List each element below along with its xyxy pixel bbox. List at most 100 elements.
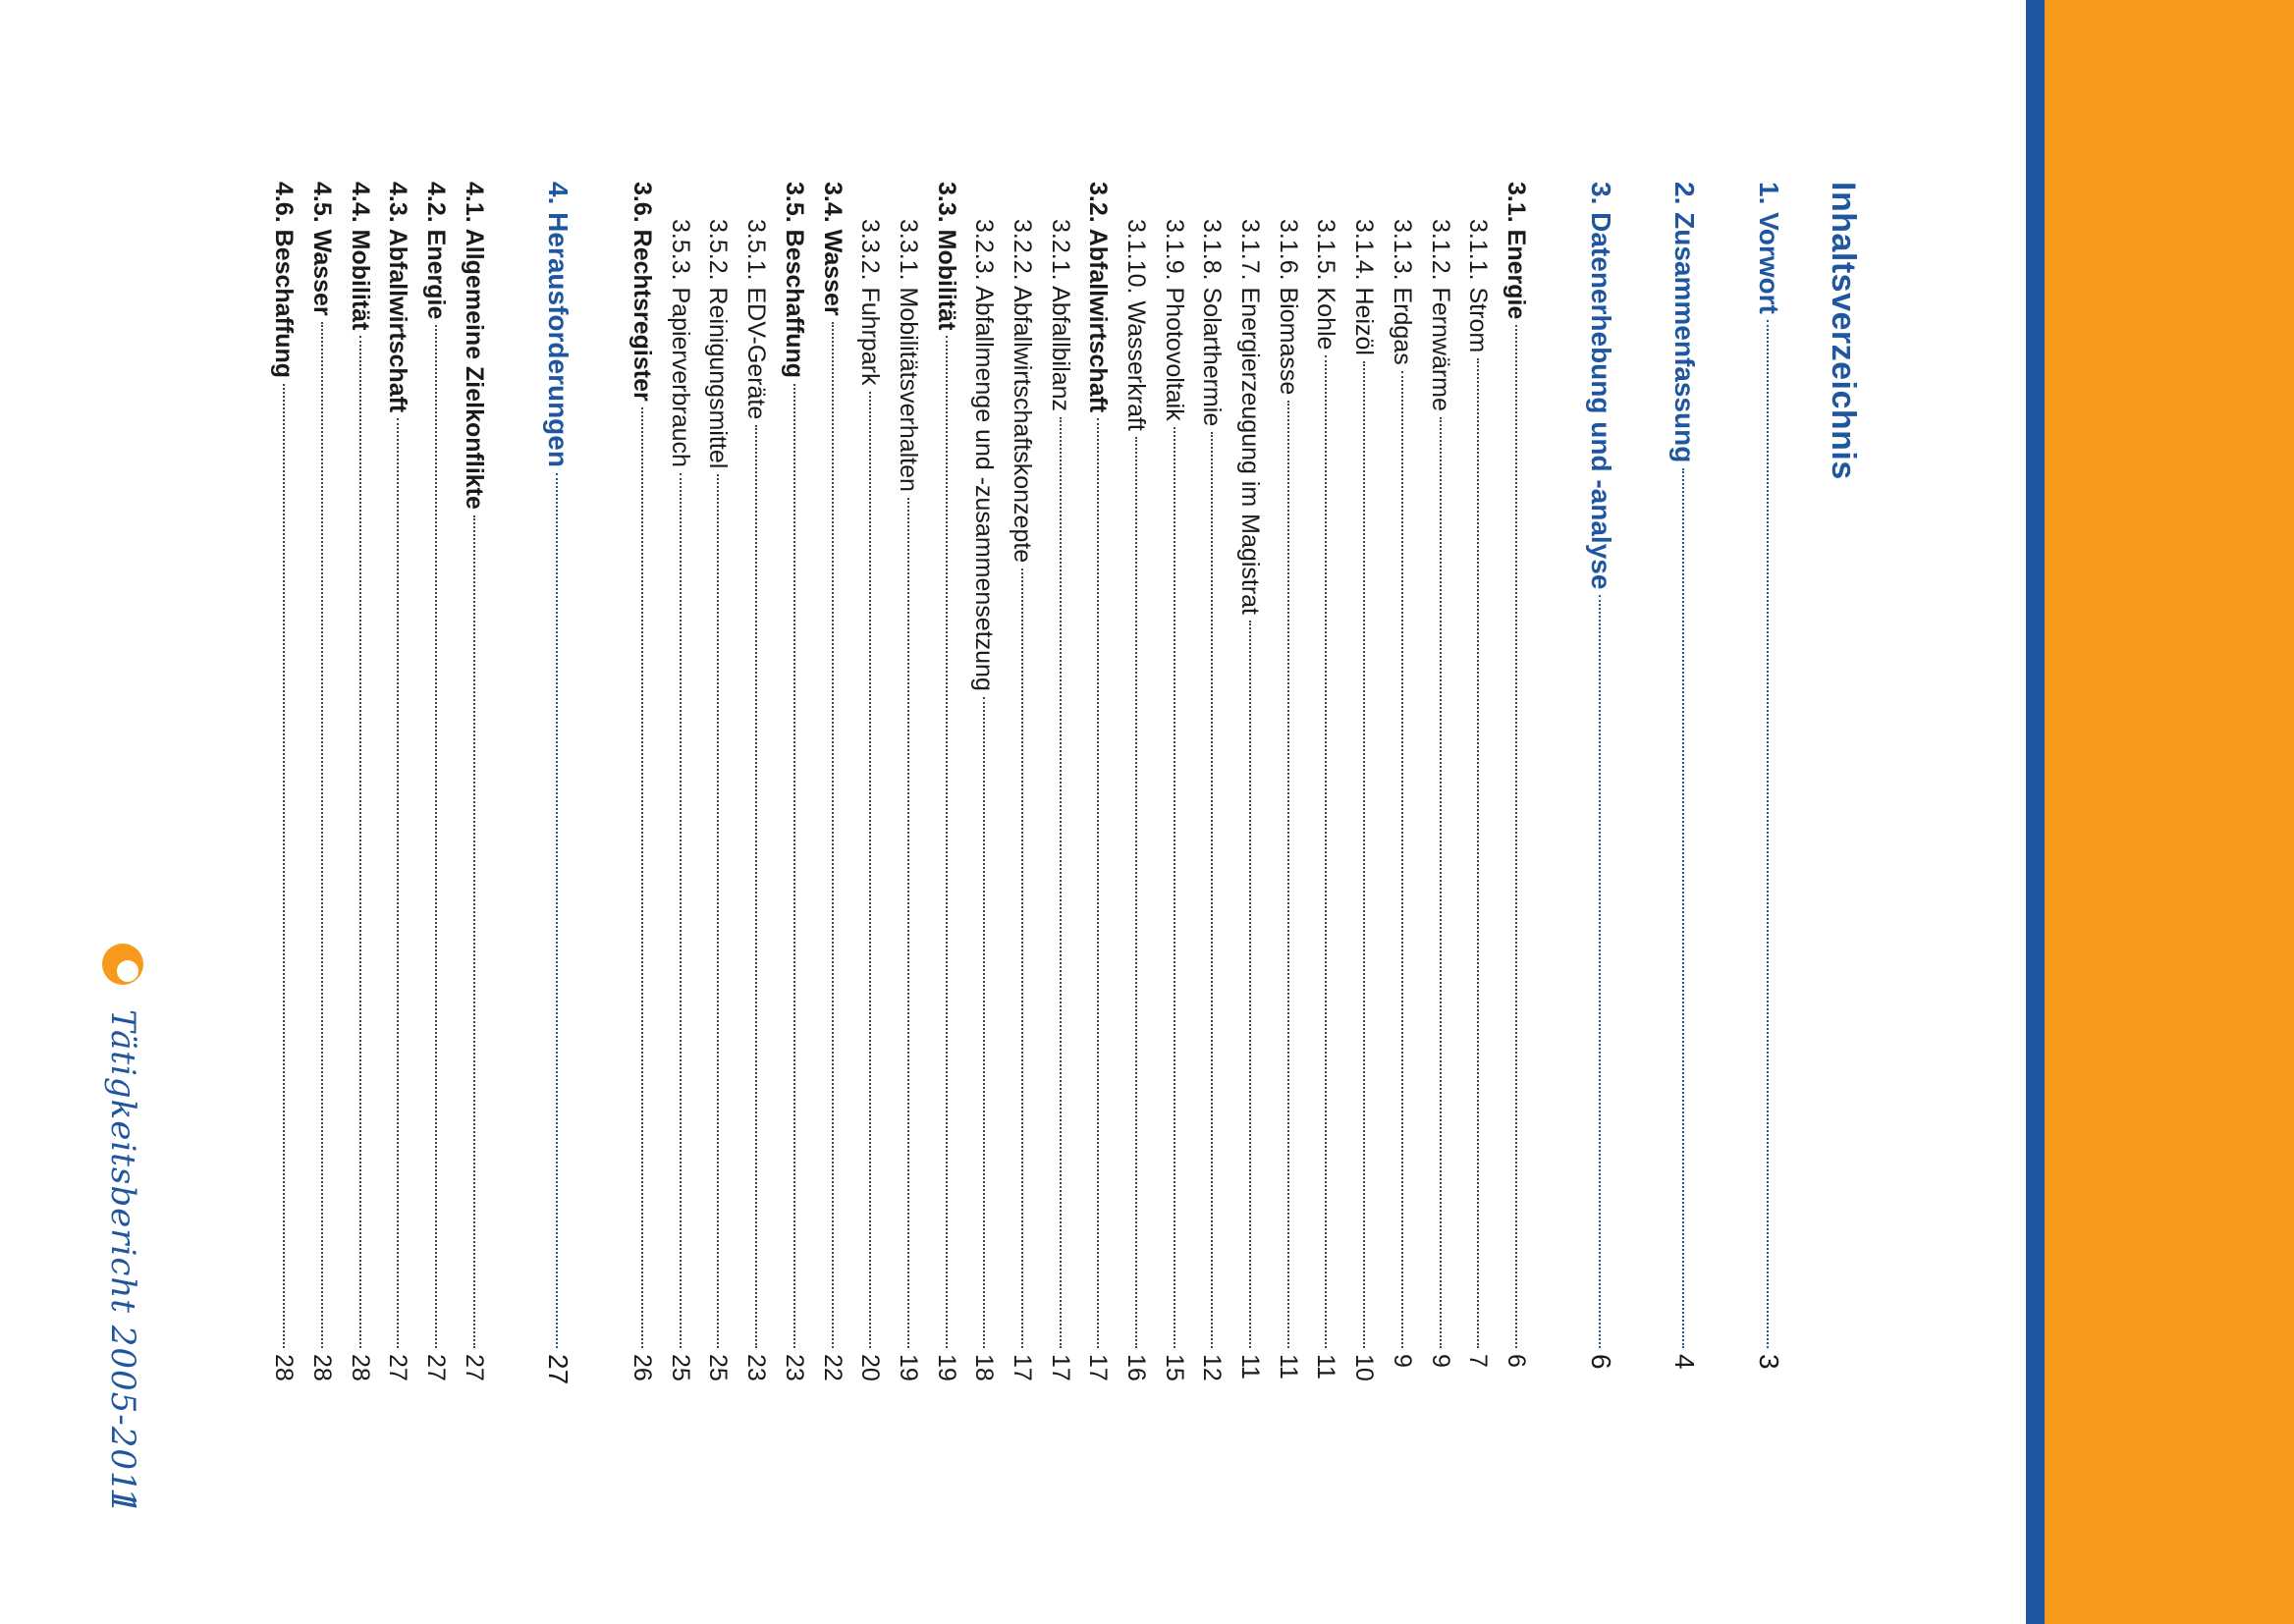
leader-dots [1286, 401, 1289, 1348]
leader-dots [435, 325, 438, 1348]
toc-entry-wasserkraft[interactable]: 3.1.10. Wasserkraft 16 [1117, 182, 1155, 1389]
toc-entry-label: 3.5.2. Reinigungsmittel [704, 219, 733, 469]
leader-dots [831, 321, 834, 1348]
toc-entry-label: 3.5. Beschaffung [780, 182, 808, 379]
toc-entry-label: 3.2.3. Abfallmenge und -zusammensetzung [970, 219, 999, 691]
toc-entry-biomasse[interactable]: 3.1.6. Biomasse 11 [1269, 182, 1307, 1389]
toc-entry-page: 19 [932, 1354, 960, 1381]
leader-dots [1211, 432, 1214, 1348]
toc-entry-page: 10 [1350, 1354, 1379, 1381]
toc-entry-wasser-herausforderung[interactable]: 4.5. Wasser 28 [302, 182, 341, 1389]
leader-dots [283, 384, 286, 1348]
toc-entry-page: 6 [1502, 1354, 1530, 1368]
toc-entry-page: 23 [742, 1354, 771, 1381]
toc-entry-wasser[interactable]: 3.4. Wasser 22 [813, 182, 851, 1389]
toc-entry-energie-herausforderung[interactable]: 4.2. Energie 27 [416, 182, 455, 1389]
toc-title: Inhaltsverzeichnis [1825, 182, 1862, 480]
toc-entry-reinigungsmittel[interactable]: 3.5.2. Reinigungsmittel 25 [699, 182, 737, 1389]
leader-dots [1363, 360, 1366, 1348]
toc-entry-page: 11 [1236, 1354, 1265, 1380]
leader-dots [1682, 468, 1685, 1348]
toc-entry-strom[interactable]: 3.1.1. Strom 7 [1459, 182, 1498, 1389]
toc-entry-fuhrpark[interactable]: 3.3.2. Fuhrpark 20 [851, 182, 890, 1389]
toc-entry-mobilitaetsverhalten[interactable]: 3.3.1. Mobilitätsverhalten 19 [889, 182, 927, 1389]
toc-entry-abfallwirtschaft[interactable]: 3.2. Abfallwirtschaft 17 [1079, 182, 1118, 1389]
toc-entry-page: 22 [818, 1354, 847, 1381]
sun-moon-logo-icon [102, 944, 143, 985]
toc-entry-page: 9 [1426, 1354, 1454, 1368]
toc-entry-abfallbilanz[interactable]: 3.2.1. Abfallbilanz 17 [1041, 182, 1079, 1389]
table-of-contents: Inhaltsverzeichnis 1. Vorwort 3 2. Zusam… [265, 182, 1871, 1389]
toc-entry-label: 3.1.7. Energierzeugung im Magistrat [1236, 219, 1265, 615]
toc-entry-page: 9 [1388, 1354, 1416, 1368]
toc-entry-kohle[interactable]: 3.1.5. Kohle 11 [1307, 182, 1345, 1389]
toc-entry-zielkonflikte[interactable]: 4.1. Allgemeine Zielkonflikte 27 [455, 182, 493, 1389]
toc-entry-page: 3 [1754, 1354, 1784, 1370]
leader-dots [1400, 370, 1403, 1348]
report-title: Tätigkeitsbericht 2005-2011 [103, 1009, 142, 1516]
toc-entry-page: 23 [780, 1354, 808, 1381]
toc-entry-photovoltaik[interactable]: 3.1.9. Photovoltaik 15 [1155, 182, 1193, 1389]
leader-dots [1021, 568, 1023, 1348]
toc-entry-label: 3.1.6. Biomasse [1274, 219, 1302, 396]
toc-entry-erdgas[interactable]: 3.1.3. Erdgas 9 [1383, 182, 1421, 1389]
toc-entry-abfallwirtschaftskonzepte[interactable]: 3.2.2. Abfallwirtschaftskonzepte 17 [1003, 182, 1041, 1389]
blue-side-stripe [2026, 0, 2045, 1624]
toc-entry-herausforderungen[interactable]: 4. Herausforderungen 27 [539, 182, 577, 1389]
toc-entry-papierverbrauch[interactable]: 3.5.3. Papierverbrauch 25 [661, 182, 699, 1389]
toc-entry-page: 28 [270, 1354, 299, 1381]
toc-entry-edv-geraete[interactable]: 3.5.1. EDV-Geräte 23 [737, 182, 776, 1389]
leader-dots [641, 406, 644, 1348]
toc-entry-page: 11 [1312, 1354, 1340, 1380]
toc-entry-rechtsregister[interactable]: 3.6. Rechtsregister 26 [623, 182, 661, 1389]
toc-entry-energie[interactable]: 3.1. Energie 6 [1497, 182, 1535, 1389]
toc-entry-abfallwirtschaft-herausforderung[interactable]: 4.3. Abfallwirtschaft 27 [379, 182, 417, 1389]
toc-entry-mobilitaet[interactable]: 3.3. Mobilität 19 [927, 182, 965, 1389]
toc-entry-page: 6 [1585, 1354, 1616, 1370]
toc-entry-label: 3.6. Rechtsregister [628, 182, 657, 402]
toc-entry-page: 7 [1464, 1354, 1493, 1368]
toc-entry-page: 25 [704, 1354, 733, 1381]
leader-dots [869, 391, 872, 1348]
toc-entry-label: 3.1.8. Solarthermie [1198, 219, 1227, 427]
toc-entry-label: 3.1. Energie [1502, 182, 1530, 320]
toc-entry-heizoel[interactable]: 3.1.4. Heizöl 10 [1345, 182, 1384, 1389]
toc-entry-label: 4.2. Energie [422, 182, 451, 320]
toc-entry-page: 17 [1009, 1354, 1036, 1381]
toc-entry-abfallmenge[interactable]: 3.2.3. Abfallmenge und -zusammensetzung … [965, 182, 1004, 1389]
toc-entry-page: 19 [894, 1354, 922, 1381]
toc-entry-energieerzeugung[interactable]: 3.1.7. Energierzeugung im Magistrat 11 [1230, 182, 1269, 1389]
leader-dots [717, 474, 720, 1348]
leader-dots [1135, 436, 1138, 1348]
orange-side-band [2045, 0, 2294, 1624]
toc-entry-beschaffung-herausforderung[interactable]: 4.6. Beschaffung 28 [265, 182, 303, 1389]
toc-entry-label: 3.1.10. Wasserkraft [1122, 219, 1151, 431]
toc-entry-mobilitaet-herausforderung[interactable]: 4.4. Mobilität 28 [341, 182, 379, 1389]
leader-dots [1249, 621, 1252, 1348]
toc-entry-label: 3.1.3. Erdgas [1388, 219, 1416, 365]
toc-entry-page: 28 [308, 1354, 336, 1381]
toc-entry-page: 26 [628, 1354, 657, 1381]
leader-dots [1325, 355, 1328, 1348]
leader-dots [792, 384, 795, 1348]
toc-entry-label: 4.4. Mobilität [346, 182, 374, 331]
toc-entry-page: 4 [1669, 1354, 1701, 1370]
toc-entry-label: 3.2.1. Abfallbilanz [1046, 219, 1074, 411]
leader-dots [472, 514, 475, 1348]
toc-entry-fernwaerme[interactable]: 3.1.2. Fernwärme 9 [1421, 182, 1459, 1389]
toc-entry-label: 3.4. Wasser [818, 182, 847, 316]
toc-entry-page: 28 [346, 1354, 374, 1381]
toc-entry-page: 20 [856, 1354, 885, 1381]
toc-entry-solarthermie[interactable]: 3.1.8. Solarthermie 12 [1193, 182, 1231, 1389]
toc-entry-label: 3.2.2. Abfallwirtschaftskonzepte [1009, 219, 1036, 564]
leader-dots [1477, 358, 1480, 1348]
toc-entry-zusammenfassung[interactable]: 2. Zusammenfassung 4 [1666, 182, 1704, 1389]
toc-entry-datenerhebung[interactable]: 3. Datenerhebung und -analyse 6 [1581, 182, 1619, 1389]
toc-entry-page: 25 [666, 1354, 694, 1381]
leader-dots [679, 472, 682, 1348]
leader-dots [1439, 416, 1442, 1348]
toc-entry-beschaffung[interactable]: 3.5. Beschaffung 23 [775, 182, 813, 1389]
toc-entry-vorwort[interactable]: 1. Vorwort 3 [1749, 182, 1787, 1389]
toc-entry-label: 3.1.1. Strom [1464, 219, 1493, 353]
